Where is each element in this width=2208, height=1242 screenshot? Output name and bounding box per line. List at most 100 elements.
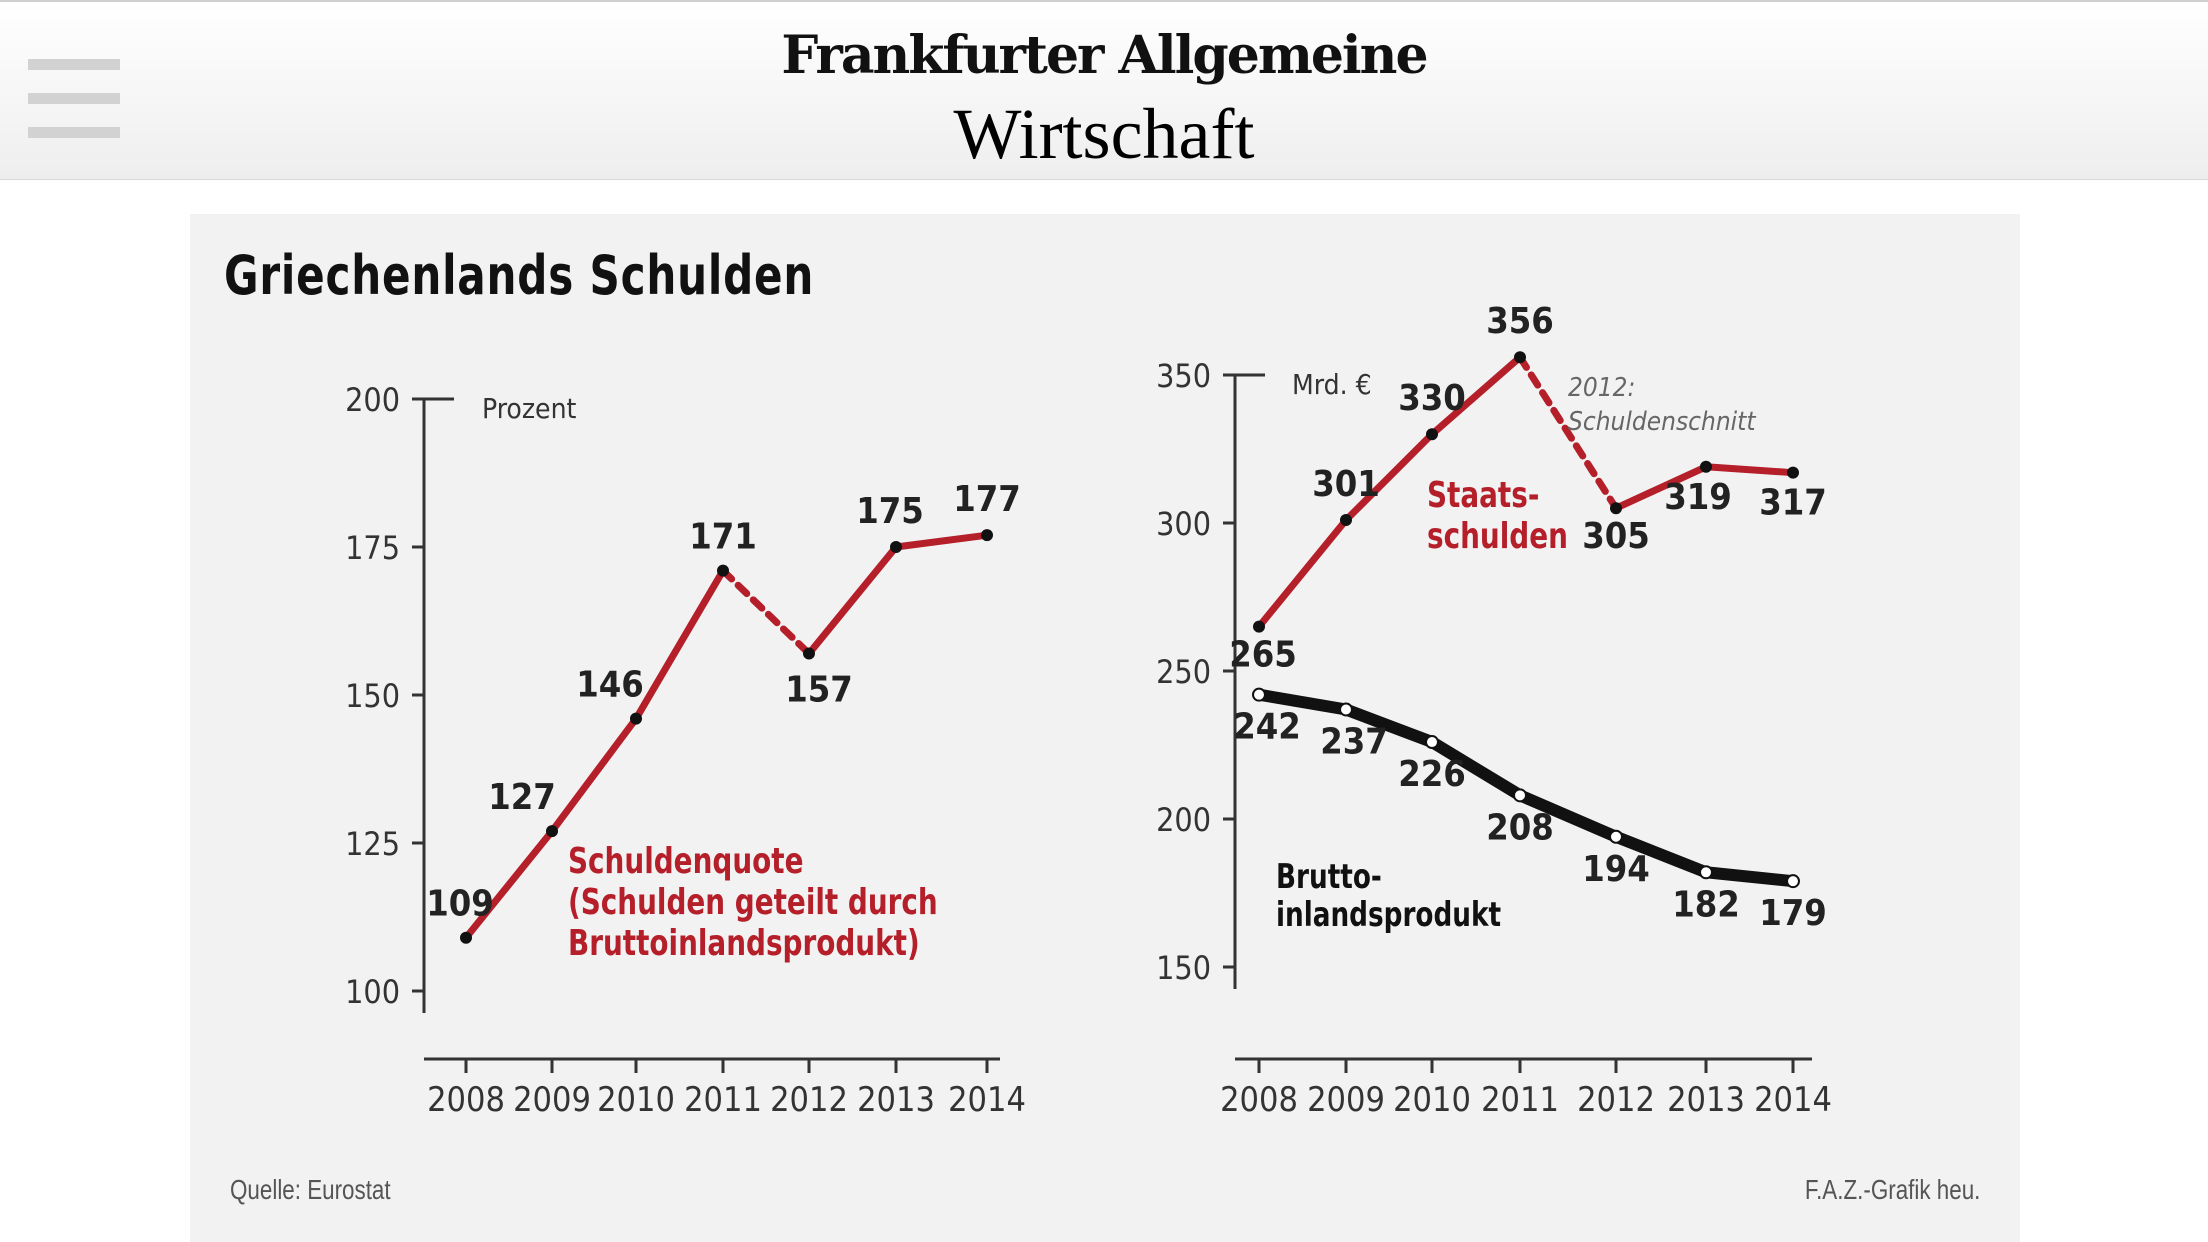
x-tick-label: 2008: [427, 1080, 505, 1120]
series-line-segment: [632, 567, 727, 723]
data-label: 208: [1486, 807, 1554, 848]
data-point: [630, 712, 642, 725]
x-tick-label: 2010: [1393, 1080, 1471, 1120]
y-tick-label: 150: [1156, 949, 1211, 987]
data-point: [1513, 788, 1527, 803]
data-label: 226: [1398, 754, 1466, 795]
series-line-segment: [1255, 516, 1350, 631]
data-point: [1425, 735, 1439, 750]
data-label: 127: [488, 777, 556, 818]
series-label: Brutto-: [1276, 858, 1382, 897]
series-line-segment: [1610, 830, 1712, 879]
y-tick-label: 175: [345, 529, 400, 567]
annotation-label: 2012:: [1568, 373, 1635, 403]
data-label: 179: [1759, 893, 1827, 934]
y-tick-label: 300: [1156, 505, 1211, 543]
series-label: schulden: [1427, 515, 1568, 557]
section-title: Wirtschaft: [953, 94, 1255, 174]
data-label: 194: [1582, 849, 1650, 890]
series-line-segment-dashed: [1516, 353, 1620, 512]
series-line-segment: [548, 715, 640, 835]
data-point: [1340, 514, 1352, 527]
annotation-label: Schuldenschnitt: [1568, 407, 1756, 437]
series-label: Staats-: [1427, 474, 1539, 516]
series-line-segment: [1342, 430, 1436, 524]
brand-logo[interactable]: Frankfurter Allgemeine: [781, 25, 1428, 86]
x-tick-label: 2008: [1220, 1080, 1298, 1120]
series-line-segment: [1340, 703, 1438, 749]
series-line-segment: [805, 543, 900, 658]
data-point: [1253, 620, 1265, 633]
data-point: [1426, 428, 1438, 441]
y-tick-label: 200: [1156, 801, 1211, 839]
data-label: 177: [953, 479, 1021, 520]
y-tick-label: 200: [345, 381, 400, 419]
y-tick-label: 350: [1156, 357, 1211, 395]
x-tick-label: 2009: [1307, 1080, 1385, 1120]
data-point: [1786, 874, 1800, 889]
chart-figure: Griechenlands Schulden 100 125 150 175 200 Pr…: [190, 214, 2020, 1242]
hamburger-menu-icon[interactable]: [28, 57, 120, 149]
series-line-segment: [1700, 866, 1799, 888]
data-label: 319: [1664, 477, 1732, 518]
series-line-segment: [892, 531, 991, 551]
data-point: [803, 647, 815, 660]
data-label: 146: [576, 665, 644, 706]
series-label: Bruttoinlandsprodukt): [568, 922, 920, 964]
data-point: [1252, 687, 1266, 702]
data-point: [1609, 829, 1623, 844]
app-header: Frankfurter Allgemeine Wirtschaft: [0, 0, 2208, 180]
data-point: [1787, 466, 1799, 479]
data-label: 265: [1229, 635, 1297, 676]
data-label: 157: [785, 670, 853, 711]
y-tick-label: 125: [345, 825, 400, 863]
data-point: [1610, 502, 1622, 515]
data-point: [1700, 460, 1712, 473]
series-label: inlandsprodukt: [1276, 896, 1501, 935]
x-tick-label: 2012: [770, 1080, 848, 1120]
series-line-segment: [1426, 736, 1526, 802]
data-label: 356: [1486, 301, 1554, 342]
data-point: [981, 529, 993, 542]
series-line-segment: [462, 827, 556, 942]
x-tick-label: 2014: [1754, 1080, 1832, 1120]
series-line-segment: [1612, 463, 1710, 512]
data-label: 237: [1320, 721, 1388, 762]
data-point: [890, 541, 902, 553]
series-line-segment: [1514, 789, 1622, 843]
series-line-segment: [1702, 463, 1797, 477]
x-tick-label: 2010: [597, 1080, 675, 1120]
y-tick-label: 100: [345, 973, 400, 1011]
data-label: 317: [1759, 483, 1827, 524]
data-label: 175: [856, 491, 924, 532]
series-label: (Schulden geteilt durch: [568, 881, 938, 923]
data-point: [717, 564, 729, 577]
figure-title: Griechenlands Schulden: [224, 244, 815, 307]
y-unit-label: Mrd. €: [1292, 368, 1372, 401]
y-tick-label: 250: [1156, 653, 1211, 691]
data-label: 109: [426, 884, 494, 925]
data-point: [1514, 351, 1526, 364]
data-point: [1699, 865, 1713, 880]
data-point: [1339, 702, 1353, 717]
x-tick-label: 2013: [1667, 1080, 1745, 1120]
graphic-credit: F.A.Z.-Grafik heu.: [1804, 1174, 1980, 1205]
data-label: 242: [1233, 707, 1301, 748]
x-tick-label: 2014: [948, 1080, 1026, 1120]
series-line-segment: [1253, 688, 1352, 716]
series-line-segment-dashed: [719, 567, 813, 658]
x-tick-label: 2013: [857, 1080, 935, 1120]
data-label: 182: [1672, 884, 1740, 925]
data-point: [546, 825, 558, 838]
series-label: Schuldenquote: [568, 840, 803, 882]
y-unit-label: Prozent: [482, 392, 577, 425]
data-label: 171: [689, 517, 757, 558]
series-line-segment: [1428, 353, 1524, 438]
y-tick-label: 150: [345, 677, 400, 715]
x-tick-label: 2009: [513, 1080, 591, 1120]
data-point: [460, 931, 472, 944]
x-tick-label: 2011: [684, 1080, 762, 1120]
x-tick-label: 2011: [1481, 1080, 1559, 1120]
x-tick-label: 2012: [1577, 1080, 1655, 1120]
